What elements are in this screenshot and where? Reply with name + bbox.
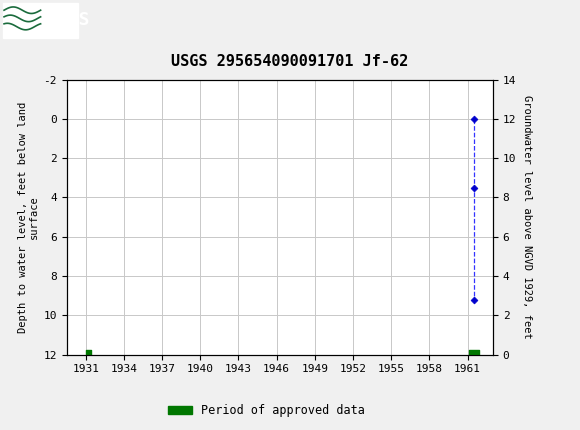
Text: USGS 295654090091701 Jf-62: USGS 295654090091701 Jf-62	[171, 54, 409, 69]
Text: USGS: USGS	[46, 12, 90, 29]
Y-axis label: Groundwater level above NGVD 1929, feet: Groundwater level above NGVD 1929, feet	[522, 95, 532, 339]
Bar	[3, 3, 78, 37]
Legend: Period of approved data: Period of approved data	[164, 399, 370, 422]
Y-axis label: Depth to water level, feet below land
surface: Depth to water level, feet below land su…	[18, 101, 39, 333]
